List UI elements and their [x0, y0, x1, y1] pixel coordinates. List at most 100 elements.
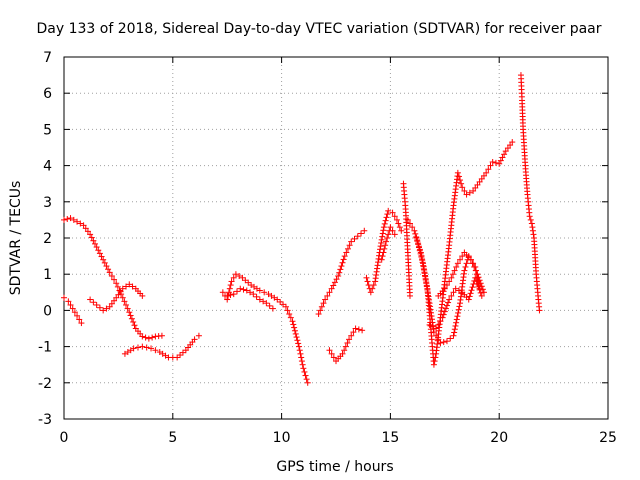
data-point [437, 318, 444, 325]
data-point [61, 216, 67, 223]
data-point [143, 344, 150, 351]
data-point [92, 240, 99, 247]
data-point [440, 311, 447, 318]
data-point [504, 145, 511, 152]
data-point [530, 231, 537, 238]
data-point [298, 354, 305, 361]
data-point [509, 139, 516, 146]
data-point [116, 287, 123, 294]
data-point [406, 220, 413, 227]
data-point [380, 224, 387, 231]
data-point [499, 154, 506, 161]
data-point [236, 273, 243, 280]
data-point [228, 278, 235, 285]
data-point [378, 256, 385, 263]
y-tick-label: -1 [38, 340, 52, 356]
data-point [263, 300, 270, 307]
data-point [536, 307, 543, 314]
data-point [346, 336, 353, 343]
data-point [430, 329, 437, 336]
data-point [296, 347, 303, 354]
y-tick-label: 5 [43, 122, 52, 138]
data-point [472, 184, 479, 191]
data-point [361, 227, 368, 234]
data-point [455, 309, 462, 316]
data-point [354, 233, 361, 240]
data-point [433, 332, 440, 339]
data-point [454, 260, 461, 267]
axis-ticks: 0 5 10 15 20 25 -3 -2 -1 0 1 2 3 4 5 6 7 [38, 50, 617, 446]
data-point [123, 283, 130, 290]
data-point [226, 285, 233, 292]
data-point [451, 267, 458, 274]
data-point [451, 329, 458, 336]
data-point [462, 263, 469, 270]
data-point [384, 211, 391, 218]
data-point [127, 312, 134, 319]
data-point [67, 215, 74, 222]
data-point [95, 247, 102, 254]
y-tick-label: 6 [43, 86, 52, 102]
data-point [389, 227, 396, 234]
data-point [291, 327, 298, 334]
data-point [450, 289, 457, 296]
data-point [369, 285, 376, 292]
data-point [492, 159, 499, 166]
data-point [454, 313, 461, 320]
data-point [423, 283, 430, 290]
data-point [260, 298, 267, 305]
data-point [475, 274, 482, 281]
data-point [370, 282, 377, 289]
data-point [98, 253, 105, 260]
data-point [256, 296, 263, 303]
data-point [115, 291, 122, 298]
data-point [433, 325, 440, 332]
data-point [382, 217, 389, 224]
data-point [103, 263, 110, 270]
data-point [365, 282, 372, 289]
data-point [108, 273, 115, 280]
data-point [304, 379, 311, 386]
data-point [455, 287, 462, 294]
data-point [298, 358, 305, 365]
data-point [195, 332, 202, 339]
data-point [297, 350, 304, 357]
y-tick-label: -2 [38, 376, 52, 392]
data-point [483, 169, 490, 176]
data-point [454, 169, 461, 176]
data-point [463, 191, 470, 198]
data-point [443, 282, 450, 289]
data-point [416, 247, 423, 254]
data-point [412, 230, 419, 237]
data-point [333, 276, 340, 283]
data-point [87, 296, 94, 303]
data-point [330, 282, 337, 289]
data-point [470, 187, 477, 194]
data-point [449, 271, 456, 278]
data-point [389, 209, 396, 216]
x-tick-label: 20 [490, 430, 508, 446]
data-point [261, 289, 268, 296]
data-point [134, 344, 141, 351]
data-point [90, 237, 97, 244]
data-point [294, 337, 301, 344]
data-points [61, 72, 543, 386]
data-point [139, 343, 146, 350]
data-point [292, 330, 299, 337]
data-point [404, 216, 411, 223]
data-point [119, 285, 126, 292]
y-tick-label: 1 [43, 267, 52, 283]
data-point [296, 343, 303, 350]
data-point [232, 271, 239, 278]
data-point [84, 228, 91, 235]
data-point [351, 235, 358, 242]
data-point [478, 283, 485, 290]
data-point [340, 256, 347, 263]
data-point [111, 297, 118, 304]
data-point [496, 160, 503, 167]
data-point [447, 335, 454, 342]
data-point [430, 361, 437, 368]
data-point [80, 222, 87, 229]
data-point [385, 231, 392, 238]
data-point [424, 286, 431, 293]
